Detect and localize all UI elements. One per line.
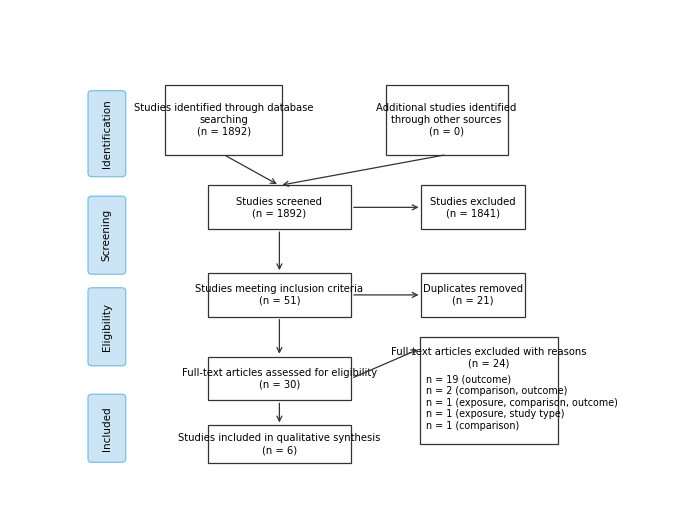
Text: Studies included in qualitative synthesis
(n = 6): Studies included in qualitative synthesi…: [178, 433, 381, 455]
Text: Studies excluded
(n = 1841): Studies excluded (n = 1841): [430, 196, 516, 218]
FancyBboxPatch shape: [208, 186, 351, 229]
Text: Studies screened
(n = 1892): Studies screened (n = 1892): [236, 196, 323, 218]
Text: Included: Included: [102, 406, 112, 451]
Text: Identification: Identification: [102, 99, 112, 168]
FancyBboxPatch shape: [208, 273, 351, 317]
FancyBboxPatch shape: [386, 85, 508, 155]
FancyBboxPatch shape: [421, 186, 525, 229]
Text: Studies meeting inclusion criteria
(n = 51): Studies meeting inclusion criteria (n = …: [195, 284, 364, 306]
Text: Duplicates removed
(n = 21): Duplicates removed (n = 21): [423, 284, 523, 306]
FancyBboxPatch shape: [420, 337, 558, 444]
FancyBboxPatch shape: [88, 90, 126, 177]
FancyBboxPatch shape: [165, 85, 282, 155]
FancyBboxPatch shape: [421, 273, 525, 317]
Text: Additional studies identified
through other sources
(n = 0): Additional studies identified through ot…: [377, 103, 516, 136]
Text: n = 19 (outcome)
n = 2 (comparison, outcome)
n = 1 (exposure, comparison, outcom: n = 19 (outcome) n = 2 (comparison, outc…: [427, 374, 619, 431]
FancyBboxPatch shape: [88, 196, 126, 274]
Text: Full-text articles excluded with reasons
(n = 24): Full-text articles excluded with reasons…: [391, 347, 587, 368]
FancyBboxPatch shape: [208, 357, 351, 400]
FancyBboxPatch shape: [88, 288, 126, 366]
Text: Eligibility: Eligibility: [102, 303, 112, 351]
FancyBboxPatch shape: [88, 394, 126, 462]
Text: Full-text articles assessed for eligibility
(n = 30): Full-text articles assessed for eligibil…: [182, 368, 377, 389]
Text: Screening: Screening: [102, 209, 112, 261]
Text: Studies identified through database
searching
(n = 1892): Studies identified through database sear…: [134, 103, 314, 136]
FancyBboxPatch shape: [208, 425, 351, 463]
